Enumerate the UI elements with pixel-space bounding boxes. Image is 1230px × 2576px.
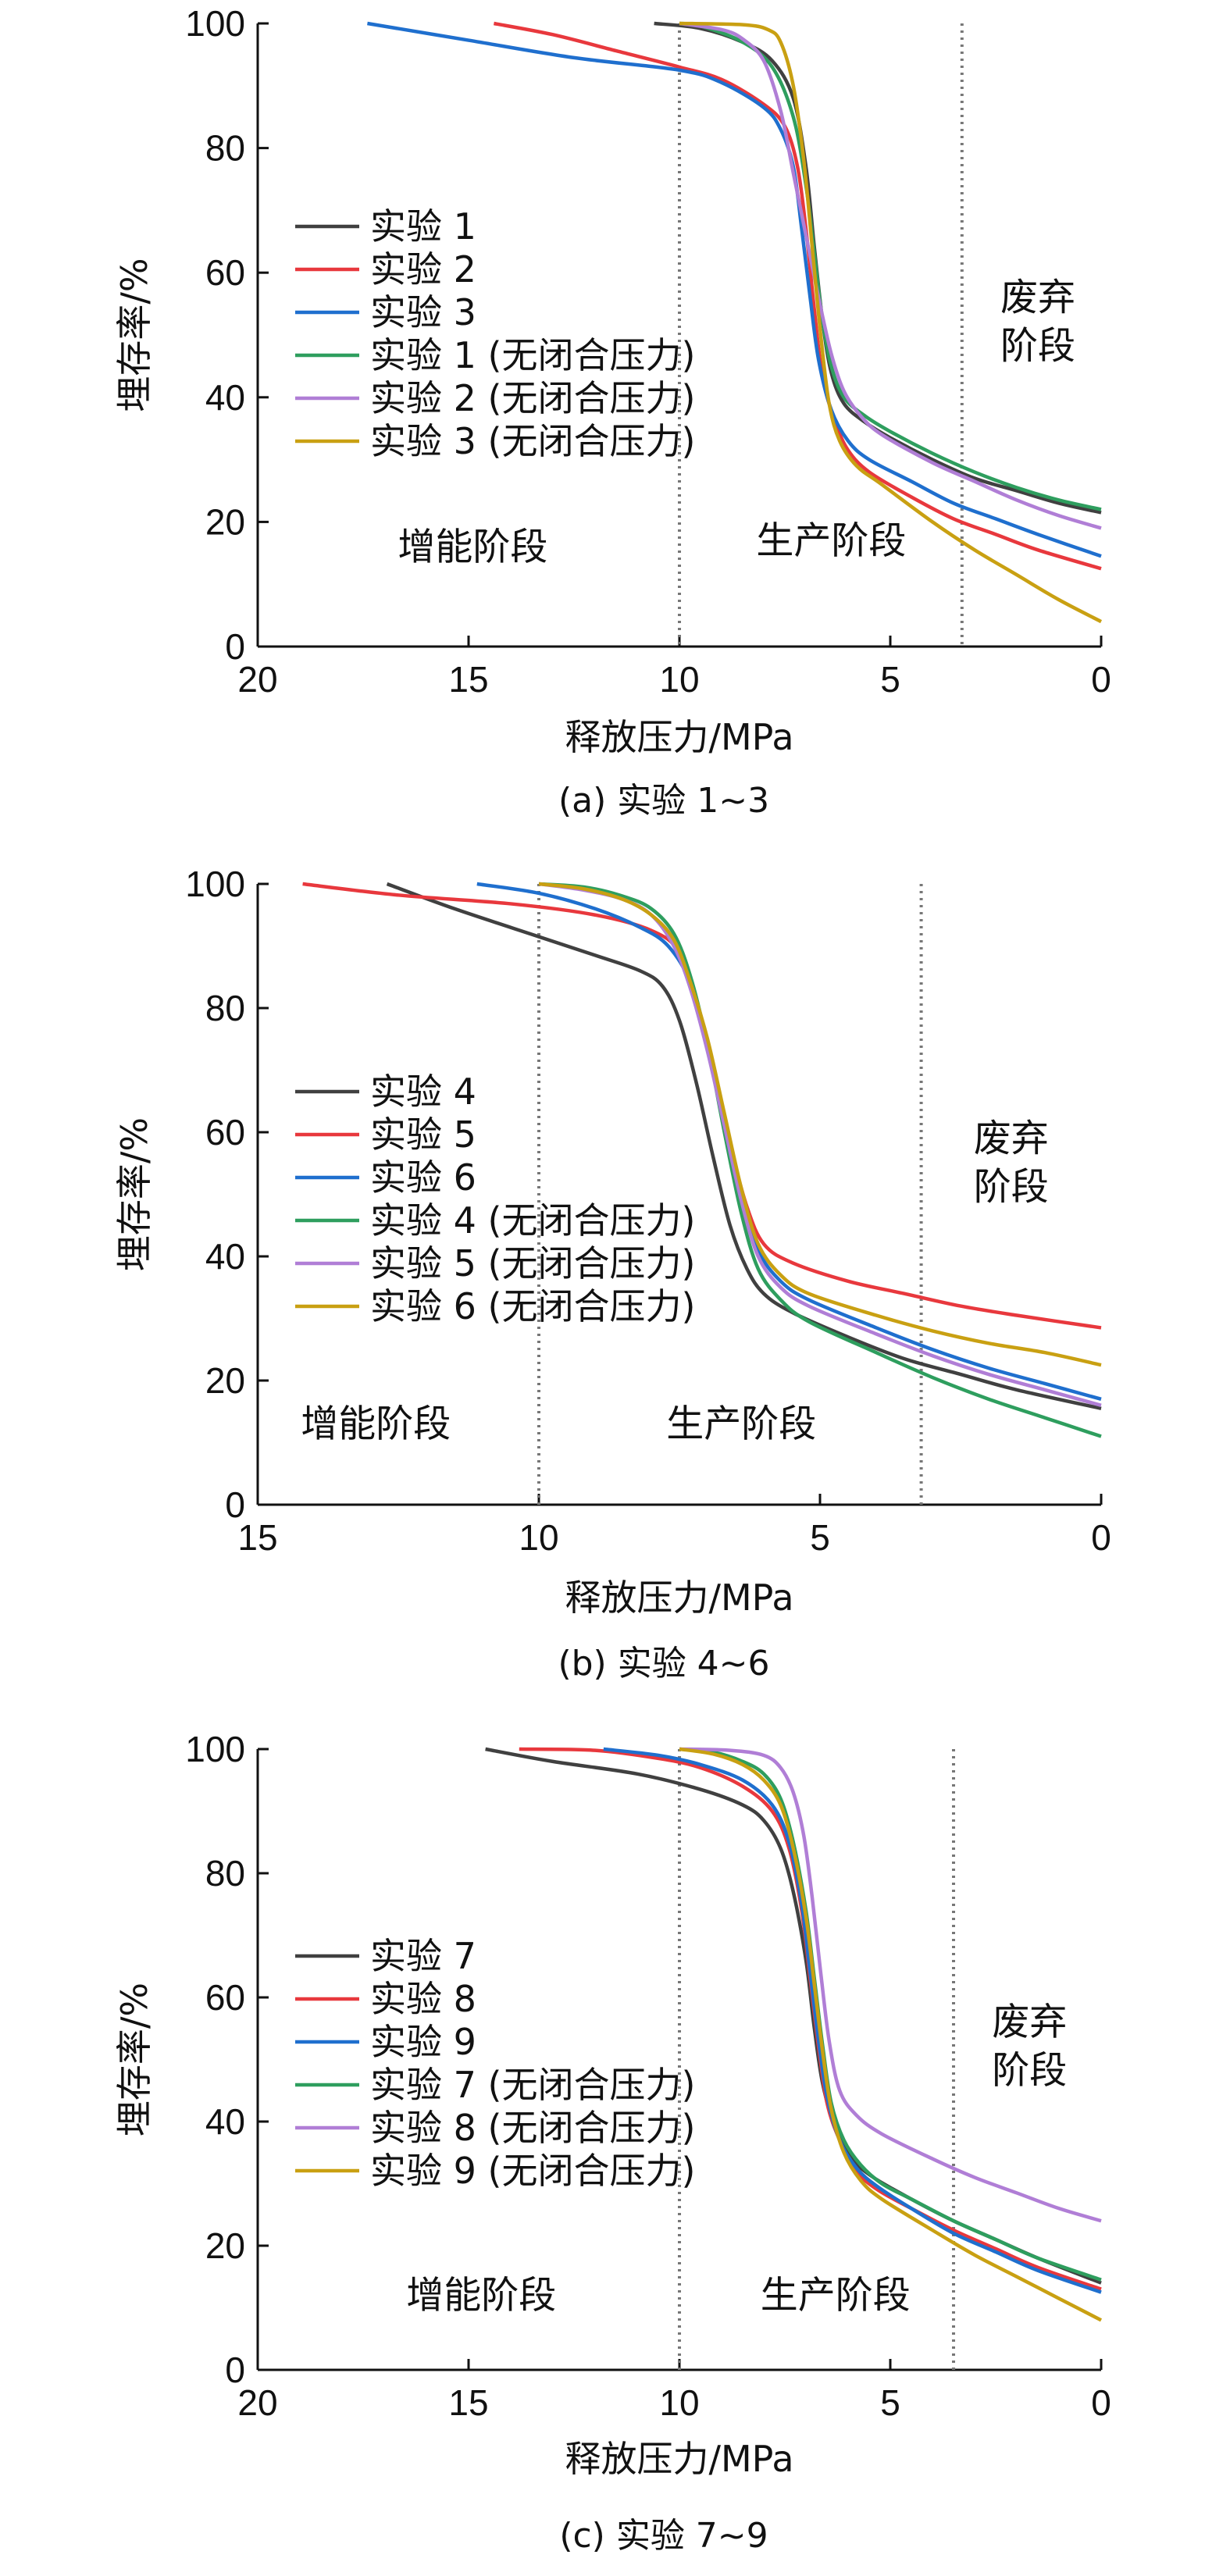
series-line-3: [603, 1747, 1102, 2294]
y-tick-label: 60: [205, 1112, 245, 1153]
series-line-6: [679, 1747, 1103, 2322]
stage-label: 废弃阶段: [992, 2001, 1067, 2093]
legend-label-4: 实验 1 (无闭合压力): [370, 334, 695, 376]
x-tick-label: 0: [1091, 1517, 1111, 1558]
series-line-5: [679, 1747, 1102, 2223]
series-line-4: [538, 882, 1102, 1438]
series-line-6: [679, 21, 1103, 624]
y-tick-label: 100: [185, 1729, 245, 1769]
x-tick-label: 0: [1091, 2382, 1111, 2423]
y-tick-label: 100: [185, 3, 245, 44]
x-tick-label: 5: [880, 659, 900, 700]
x-tick-label: 5: [810, 1517, 830, 1558]
y-tick-label: 80: [205, 1853, 245, 1894]
x-tick-label: 20: [237, 2382, 277, 2423]
x-tick-label: 10: [659, 2382, 699, 2423]
legend-label-4: 实验 4 (无闭合压力): [370, 1199, 695, 1242]
y-axis-label: 埋存率/%: [113, 1117, 155, 1271]
stage-label: 废弃阶段: [1000, 276, 1075, 368]
y-tick-label: 60: [205, 252, 245, 293]
figure-caption: (c) 实验 7~9: [559, 2516, 768, 2556]
y-tick-label: 100: [185, 864, 245, 904]
legend-label-6: 实验 9 (无闭合压力): [370, 2150, 695, 2192]
y-tick-label: 0: [225, 1484, 245, 1525]
y-tick-label: 80: [205, 128, 245, 169]
y-tick-label: 60: [205, 1977, 245, 2018]
x-axis-label: 释放压力/MPa: [565, 716, 793, 758]
legend-label-2: 实验 2: [370, 248, 476, 290]
stage-label: 废弃阶段: [974, 1117, 1049, 1209]
y-tick-label: 20: [205, 1360, 245, 1401]
legend-label-3: 实验 9: [370, 2021, 476, 2063]
y-tick-label: 40: [205, 1236, 245, 1277]
series-line-3: [367, 21, 1102, 558]
stage-label: 生产阶段: [761, 2274, 911, 2318]
x-tick-label: 10: [519, 1517, 558, 1558]
x-tick-label: 15: [448, 659, 488, 700]
x-tick-label: 15: [237, 1517, 277, 1558]
legend-label-2: 实验 5: [370, 1113, 476, 1156]
legend-label-1: 实验 4: [370, 1071, 476, 1113]
figure-caption: (b) 实验 4~6: [558, 1644, 769, 1683]
y-tick-label: 0: [225, 626, 245, 667]
legend-label-3: 实验 6: [370, 1156, 476, 1199]
x-tick-label: 20: [237, 659, 277, 700]
legend-label-2: 实验 8: [370, 1978, 476, 2020]
x-tick-label: 5: [880, 2382, 900, 2423]
y-tick-label: 0: [225, 2350, 245, 2390]
series-line-2: [493, 21, 1102, 571]
legend-label-4: 实验 7 (无闭合压力): [370, 2064, 695, 2106]
legend-label-5: 实验 8 (无闭合压力): [370, 2107, 695, 2149]
x-axis-label: 释放压力/MPa: [565, 2438, 793, 2480]
series-line-5: [679, 21, 1102, 530]
x-tick-label: 10: [659, 659, 699, 700]
stage-label: 增能阶段: [301, 1402, 451, 1446]
x-tick-label: 0: [1091, 659, 1111, 700]
legend-label-5: 实验 5 (无闭合压力): [370, 1242, 695, 1284]
y-tick-label: 40: [205, 2101, 245, 2142]
stage-label: 增能阶段: [406, 2274, 556, 2318]
y-tick-label: 80: [205, 988, 245, 1028]
y-axis-label: 埋存率/%: [113, 258, 155, 412]
legend-label-6: 实验 6 (无闭合压力): [370, 1285, 695, 1327]
series-line-1: [654, 21, 1102, 515]
y-axis-label: 埋存率/%: [113, 1983, 155, 2136]
legend-label-1: 实验 7: [370, 1935, 476, 1977]
y-tick-label: 20: [205, 501, 245, 542]
figure-caption: (a) 实验 1~3: [558, 781, 769, 821]
legend-label-6: 实验 3 (无闭合压力): [370, 420, 695, 462]
stage-label: 生产阶段: [756, 518, 906, 562]
y-tick-label: 40: [205, 377, 245, 418]
x-tick-label: 15: [448, 2382, 488, 2423]
series-line-1: [386, 882, 1102, 1410]
legend-label-1: 实验 1: [370, 205, 476, 248]
y-tick-label: 20: [205, 2225, 245, 2266]
stage-label: 生产阶段: [666, 1402, 816, 1446]
stage-label: 增能阶段: [398, 525, 547, 568]
legend-label-5: 实验 2 (无闭合压力): [370, 377, 695, 419]
series-line-4: [679, 21, 1102, 511]
x-axis-label: 释放压力/MPa: [565, 1577, 793, 1619]
series-line-6: [538, 882, 1102, 1367]
legend-label-3: 实验 3: [370, 291, 476, 333]
